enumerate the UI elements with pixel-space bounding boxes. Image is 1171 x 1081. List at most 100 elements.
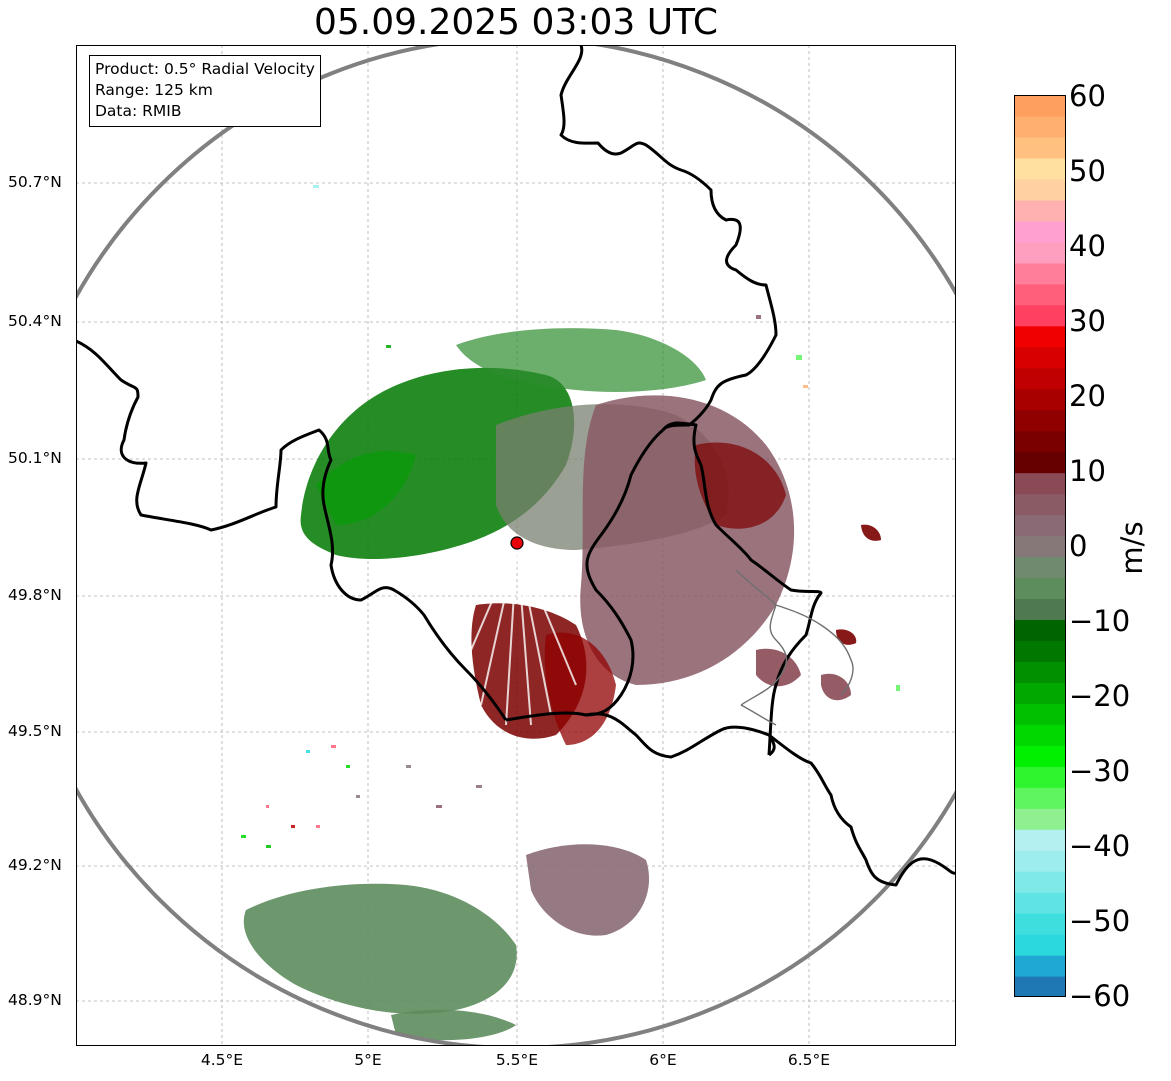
- colorbar-segment: [1014, 136, 1066, 159]
- echo-green-speckle: [316, 451, 416, 525]
- colorbar-segment: [1014, 115, 1066, 138]
- echo-dark-red-ne: [694, 442, 786, 529]
- colorbar-segment: [1014, 976, 1066, 997]
- lat-tick-label: 49.8°N: [8, 586, 62, 604]
- colorbar-segment: [1014, 346, 1066, 369]
- radial-spokes: [455, 542, 577, 726]
- colorbar-segment: [1014, 598, 1066, 621]
- lon-tick-label: 4.5°E: [200, 1051, 244, 1069]
- colorbar-segment: [1014, 724, 1066, 746]
- colorbar-tick-label: 10: [1069, 454, 1106, 488]
- lat-tick-label: 49.2°N: [8, 856, 62, 874]
- radar-map-svg: [76, 45, 956, 1046]
- colorbar-segment: [1014, 577, 1066, 600]
- colorbar-tick-label: −20: [1069, 679, 1131, 713]
- colorbar-unit-label: m/s: [1115, 521, 1149, 575]
- colorbar-segment: [1014, 262, 1066, 285]
- echo-dark-red-south2: [544, 632, 616, 745]
- colorbar-tick-label: 30: [1069, 304, 1106, 338]
- echo-southwest-blob: [243, 883, 517, 1014]
- radar-echoes: [241, 185, 900, 1041]
- colorbar-segment: [1014, 283, 1066, 306]
- colorbar-segment: [1014, 325, 1066, 348]
- colorbar-tick-label: 20: [1069, 379, 1106, 413]
- colorbar-segment: [1014, 934, 1066, 956]
- product-label: Product: 0.5° Radial Velocity: [95, 60, 315, 78]
- lat-tick-label: 48.9°N: [8, 991, 62, 1009]
- echo-brown-east: [580, 395, 795, 685]
- colorbar-segment: [1014, 913, 1066, 935]
- colorbar-tick-label: −30: [1069, 754, 1131, 788]
- colorbar-segment: [1014, 304, 1066, 327]
- colorbar-segment: [1014, 493, 1066, 516]
- colorbar-segment: [1014, 682, 1066, 704]
- colorbar-segment: [1014, 514, 1066, 537]
- admin-borders: [735, 569, 854, 726]
- radar-map: [76, 45, 956, 1046]
- lat-tick-label: 50.4°N: [8, 312, 62, 330]
- colorbar-tick-label: −60: [1069, 979, 1131, 1013]
- colorbar-segment: [1014, 850, 1066, 872]
- colorbar-segment: [1014, 95, 1066, 117]
- colorbar-segment: [1014, 871, 1066, 893]
- colorbar-segment: [1014, 409, 1066, 432]
- colorbar-tick-label: 40: [1069, 229, 1106, 263]
- colorbar-segment: [1014, 619, 1066, 641]
- echo-speckles: [241, 185, 900, 848]
- colorbar-segment: [1014, 556, 1066, 579]
- radar-site-marker: [510, 536, 524, 550]
- colorbar-tick-label: 0: [1069, 529, 1088, 563]
- colorbar-tick-label: −50: [1069, 904, 1131, 938]
- lon-tick-label: 6.5°E: [787, 1051, 831, 1069]
- range-label: Range: 125 km: [95, 81, 213, 99]
- colorbar-segment: [1014, 766, 1066, 788]
- colorbar-tick-label: −40: [1069, 829, 1131, 863]
- echo-east-patch4: [861, 524, 881, 541]
- border-west: [76, 339, 508, 721]
- lon-tick-label: 5°E: [354, 1051, 382, 1069]
- product-info-box: Product: 0.5° Radial Velocity Range: 125…: [89, 55, 321, 127]
- colorbar-segment: [1014, 451, 1066, 474]
- colorbar-segment: [1014, 241, 1066, 264]
- lon-tick-label: 6°E: [649, 1051, 677, 1069]
- colorbar-segment: [1014, 199, 1066, 222]
- colorbar-segment: [1014, 367, 1066, 390]
- echo-east-patch2: [821, 673, 851, 701]
- lat-tick-label: 50.7°N: [8, 173, 62, 191]
- colorbar-segment: [1014, 808, 1066, 830]
- colorbar-segment: [1014, 640, 1066, 662]
- border-germany-east: [768, 733, 956, 887]
- colorbar-segment: [1014, 745, 1066, 767]
- colorbar-segment: [1014, 787, 1066, 809]
- colorbar-tick-label: 60: [1069, 79, 1106, 113]
- echo-east-patch1: [756, 648, 801, 687]
- colorbar-segment: [1014, 472, 1066, 495]
- colorbar-segment: [1014, 703, 1066, 725]
- colorbar-segment: [1014, 430, 1066, 453]
- echo-green-north: [456, 328, 706, 392]
- echo-east-patch3: [836, 629, 857, 645]
- echo-south-mauve: [526, 844, 650, 936]
- lat-tick-label: 49.5°N: [8, 722, 62, 740]
- colorbar-segment: [1014, 220, 1066, 243]
- chart-title: 05.09.2025 03:03 UTC: [313, 2, 719, 43]
- border-lux-west: [585, 428, 664, 717]
- colorbar-segment: [1014, 157, 1066, 180]
- lon-tick-label: 5.5°E: [495, 1051, 539, 1069]
- colorbar-tick-label: 50: [1069, 154, 1106, 188]
- country-borders: [76, 45, 956, 887]
- echo-south-bottom: [391, 1009, 516, 1041]
- border-lux-east: [661, 421, 823, 756]
- lat-tick-label: 50.1°N: [8, 449, 62, 467]
- colorbar-segment: [1014, 829, 1066, 851]
- data-source-label: Data: RMIB: [95, 102, 182, 120]
- border-north-east: [559, 45, 778, 431]
- colorbar: [1014, 95, 1066, 997]
- colorbar-segment: [1014, 388, 1066, 411]
- colorbar-segment: [1014, 661, 1066, 683]
- colorbar-segment: [1014, 892, 1066, 914]
- colorbar-segment: [1014, 178, 1066, 201]
- colorbar-tick-label: −10: [1069, 604, 1131, 638]
- colorbar-segment: [1014, 535, 1066, 558]
- colorbar-segment: [1014, 955, 1066, 977]
